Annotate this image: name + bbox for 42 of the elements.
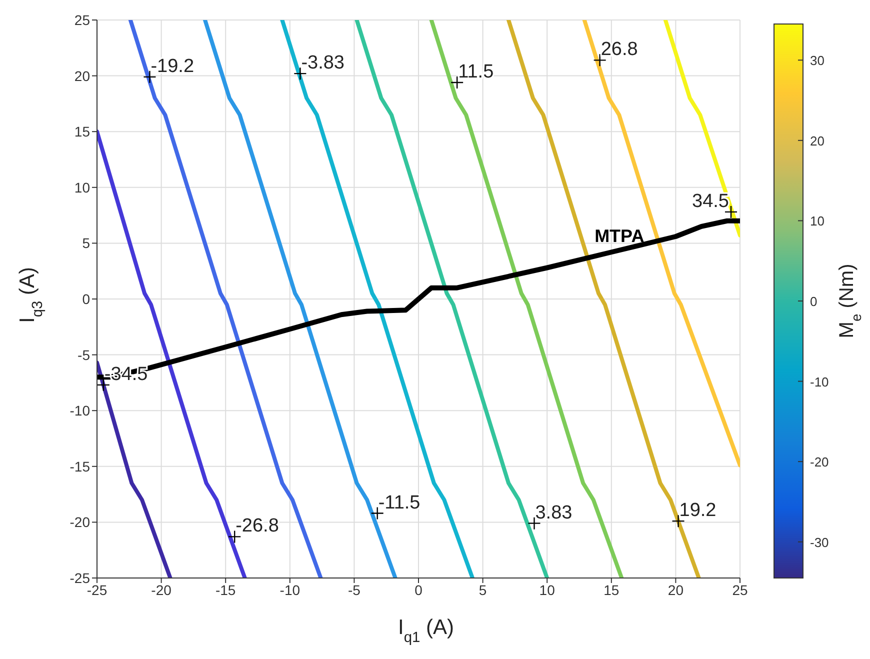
y-tick-label: -25 bbox=[70, 570, 90, 586]
y-tick-label: -10 bbox=[70, 402, 90, 419]
series-label: MTPA bbox=[594, 226, 644, 246]
line-series bbox=[97, 360, 172, 578]
x-axis-title: I$_{q1}$ (A) bbox=[398, 616, 454, 646]
x-tick-label: -5 bbox=[348, 582, 361, 598]
y-tick-label: 10 bbox=[74, 179, 90, 196]
y-tick-label: -5 bbox=[78, 346, 90, 363]
color-bar-label: 10 bbox=[810, 214, 824, 229]
annotation: 19.2 bbox=[679, 500, 716, 522]
line-series bbox=[582, 20, 740, 468]
annotation: 26.8 bbox=[600, 39, 638, 60]
y-tick-label: 15 bbox=[74, 124, 90, 140]
x-tick-label: -20 bbox=[151, 582, 172, 598]
annotation: -3.83 bbox=[301, 52, 344, 74]
color-bar-label: 0 bbox=[810, 294, 818, 309]
annotation: -19.2 bbox=[150, 56, 194, 77]
y-tick-label: 20 bbox=[74, 68, 90, 84]
annotation: 3.83 bbox=[535, 502, 572, 524]
color-bar-label: -20 bbox=[810, 454, 829, 470]
annotation: -11.5 bbox=[378, 492, 420, 514]
color-bar-label: 20 bbox=[810, 133, 824, 148]
y-tick-label: -15 bbox=[70, 458, 90, 474]
color-bar-label: 30 bbox=[810, 53, 824, 68]
y-tick-label: 5 bbox=[82, 235, 90, 252]
y-tick-label: 0 bbox=[82, 290, 90, 307]
color-bar-label: -10 bbox=[810, 374, 829, 390]
x-tick-label: 20 bbox=[668, 582, 684, 598]
x-tick-label: 10 bbox=[539, 582, 556, 598]
x-tick-label: -15 bbox=[215, 582, 236, 598]
x-tick-label: 0 bbox=[414, 582, 423, 598]
color-bar-label: -30 bbox=[810, 534, 829, 550]
line-series bbox=[663, 20, 740, 238]
annotation: -26.8 bbox=[236, 516, 279, 537]
x-tick-label: 15 bbox=[604, 582, 620, 598]
annotation: 34.5 bbox=[692, 190, 729, 212]
x-tick-label: -10 bbox=[280, 582, 300, 598]
x-tick-label: 5 bbox=[478, 582, 487, 598]
y-tick-label: 25 bbox=[74, 12, 90, 28]
y-tick-label: -20 bbox=[70, 514, 90, 530]
x-tick-label: 25 bbox=[732, 582, 748, 598]
annotation: 11.5 bbox=[458, 61, 494, 82]
